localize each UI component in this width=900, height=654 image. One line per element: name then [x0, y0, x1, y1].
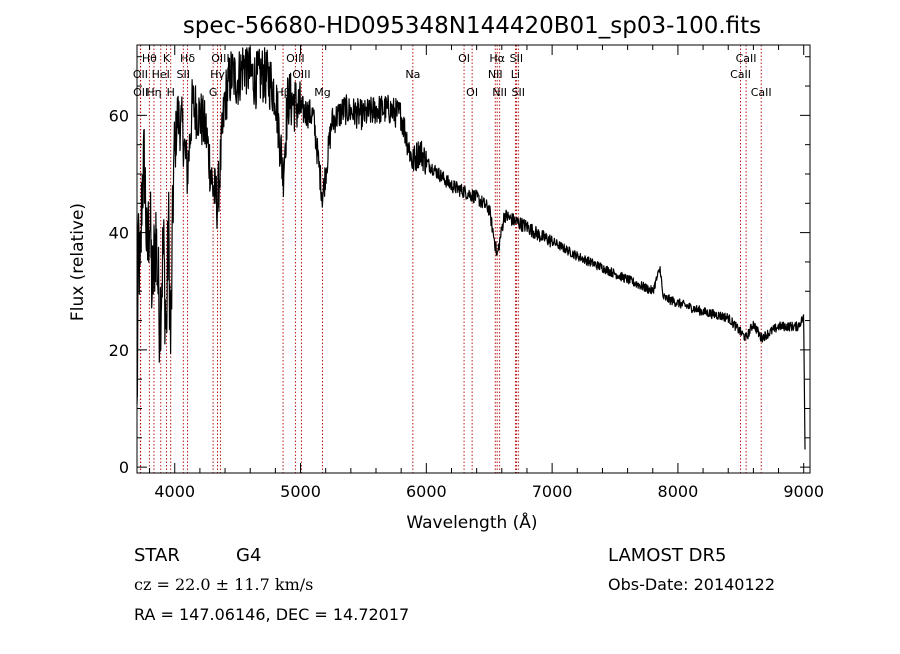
spectral-line-label: Hγ [210, 68, 225, 81]
spectral-line-label: NII [492, 86, 507, 99]
spectral-line-label: CaII [730, 68, 751, 81]
y-tick-label: 60 [109, 106, 129, 125]
spectral-line-label: SII [510, 52, 523, 65]
x-axis: 4000 5000 6000 7000 8000 9000 [149, 45, 824, 501]
x-tick-label: 9000 [783, 482, 824, 501]
spectral-line-label: NII [488, 68, 503, 81]
x-tick-label: 4000 [154, 482, 195, 501]
spectral-line-markers [139, 45, 762, 473]
data-release: LAMOST DR5 [608, 545, 726, 566]
redshift-velocity: cz = 22.0 ± 11.7 km/s [134, 575, 313, 594]
spectral-line-label: Hδ [180, 52, 195, 65]
spectral-line-label: Mg [314, 86, 330, 99]
spectral-line-label: OI [466, 86, 478, 99]
spectral-line-label: OII [133, 68, 148, 81]
ra-dec-coordinates: RA = 147.06146, DEC = 14.72017 [134, 605, 409, 624]
spectrum-series-line [136, 47, 806, 450]
y-axis-label: Flux (relative) [68, 203, 88, 321]
spectral-line-label: OIII [211, 52, 229, 65]
x-tick-label: 8000 [658, 482, 699, 501]
spectral-line-label: OI [458, 52, 470, 65]
spectral-line-label: HeI [152, 68, 170, 81]
y-tick-label: 20 [109, 341, 129, 360]
x-axis-label: Wavelength (Å) [406, 511, 537, 533]
y-tick-label: 0 [119, 458, 129, 477]
spectral-line-label: K [163, 52, 171, 65]
spectral-line-label: CaII [751, 86, 772, 99]
spectral-line-label: CaII [736, 52, 757, 65]
spectral-line-label: Na [405, 68, 420, 81]
y-tick-label: 40 [109, 224, 129, 243]
spectral-line-label: SII [177, 68, 190, 81]
x-tick-label: 7000 [532, 482, 573, 501]
spectral-line-label: Hη [146, 86, 161, 99]
spectral-line-label: Hθ [142, 52, 157, 65]
spectral-line-label: OIII [286, 52, 304, 65]
observation-date: Obs-Date: 20140122 [608, 575, 775, 594]
spectral-line-label: OIII [292, 68, 310, 81]
spectral-line-label: SII [512, 86, 525, 99]
x-tick-label: 5000 [280, 482, 321, 501]
y-axis: 0 20 40 60 [109, 56, 810, 477]
spectral-line-label: G [209, 86, 218, 99]
object-subclass: G4 [236, 545, 261, 566]
plot-frame [136, 44, 811, 474]
spectral-line-label: Hα [489, 52, 505, 65]
x-tick-label: 6000 [406, 482, 447, 501]
chart-title: spec-56680-HD095348N144420B01_sp03-100.f… [183, 13, 761, 39]
object-class: STAR [134, 545, 180, 566]
spectral-line-label: H [167, 86, 175, 99]
spectral-line-label: Li [511, 68, 520, 81]
